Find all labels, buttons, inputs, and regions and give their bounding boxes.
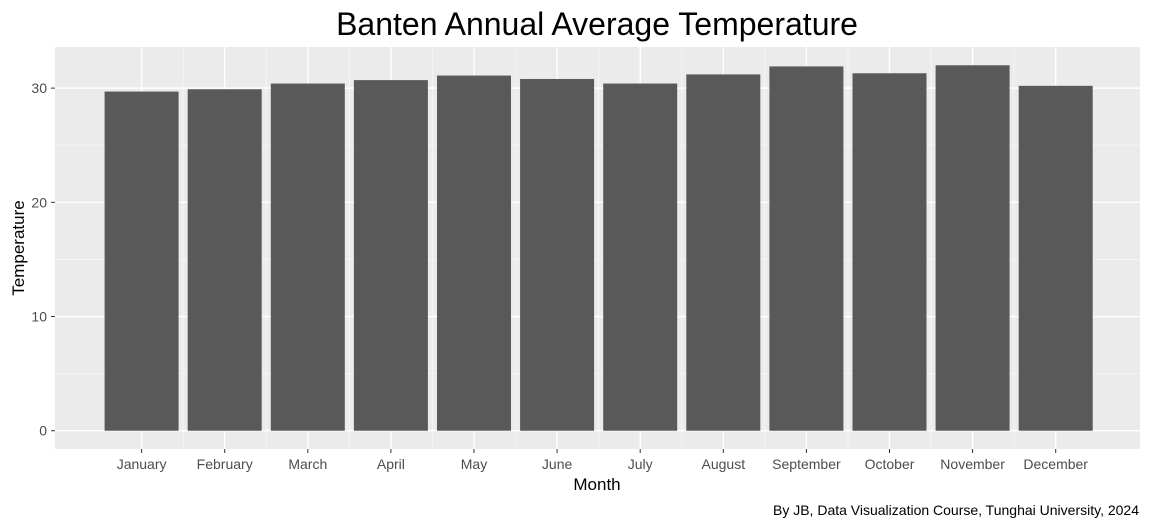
bar-may <box>437 75 511 431</box>
x-tick-label: February <box>197 456 253 472</box>
bars <box>104 65 1093 431</box>
x-tick-label: July <box>628 456 653 472</box>
bar-june <box>520 78 595 431</box>
bar-february <box>187 89 262 431</box>
x-axis-ticks: January February March April May June July Augu… <box>117 449 1088 472</box>
x-tick-label: March <box>288 456 327 472</box>
x-tick-label: September <box>772 456 841 472</box>
y-axis-title: Temperature <box>9 200 28 295</box>
x-tick-label: October <box>865 456 915 472</box>
x-axis-title: Month <box>573 475 620 494</box>
bar-august <box>686 74 761 431</box>
bar-july <box>603 83 678 431</box>
y-tick-label: 20 <box>31 194 47 210</box>
x-tick-label: November <box>940 456 1005 472</box>
x-tick-label: June <box>542 456 573 472</box>
x-tick-label: April <box>377 456 405 472</box>
bar-october <box>852 73 927 431</box>
x-tick-label: August <box>702 456 746 472</box>
x-tick-label: May <box>461 456 487 472</box>
bar-november <box>935 65 1010 431</box>
caption: By JB, Data Visualization Course, Tungha… <box>773 502 1139 518</box>
x-tick-label: December <box>1023 456 1088 472</box>
x-tick-label: January <box>117 456 167 472</box>
y-tick-label: 0 <box>39 423 47 439</box>
y-tick-label: 30 <box>31 80 47 96</box>
bar-september <box>769 66 844 431</box>
y-axis-ticks: 0 10 20 30 <box>31 80 55 439</box>
bar-march <box>270 83 345 431</box>
bar-january <box>104 91 179 431</box>
bar-december <box>1018 85 1093 431</box>
y-tick-label: 10 <box>31 309 47 325</box>
bar-april <box>353 80 428 431</box>
chart-title: Banten Annual Average Temperature <box>336 6 858 42</box>
